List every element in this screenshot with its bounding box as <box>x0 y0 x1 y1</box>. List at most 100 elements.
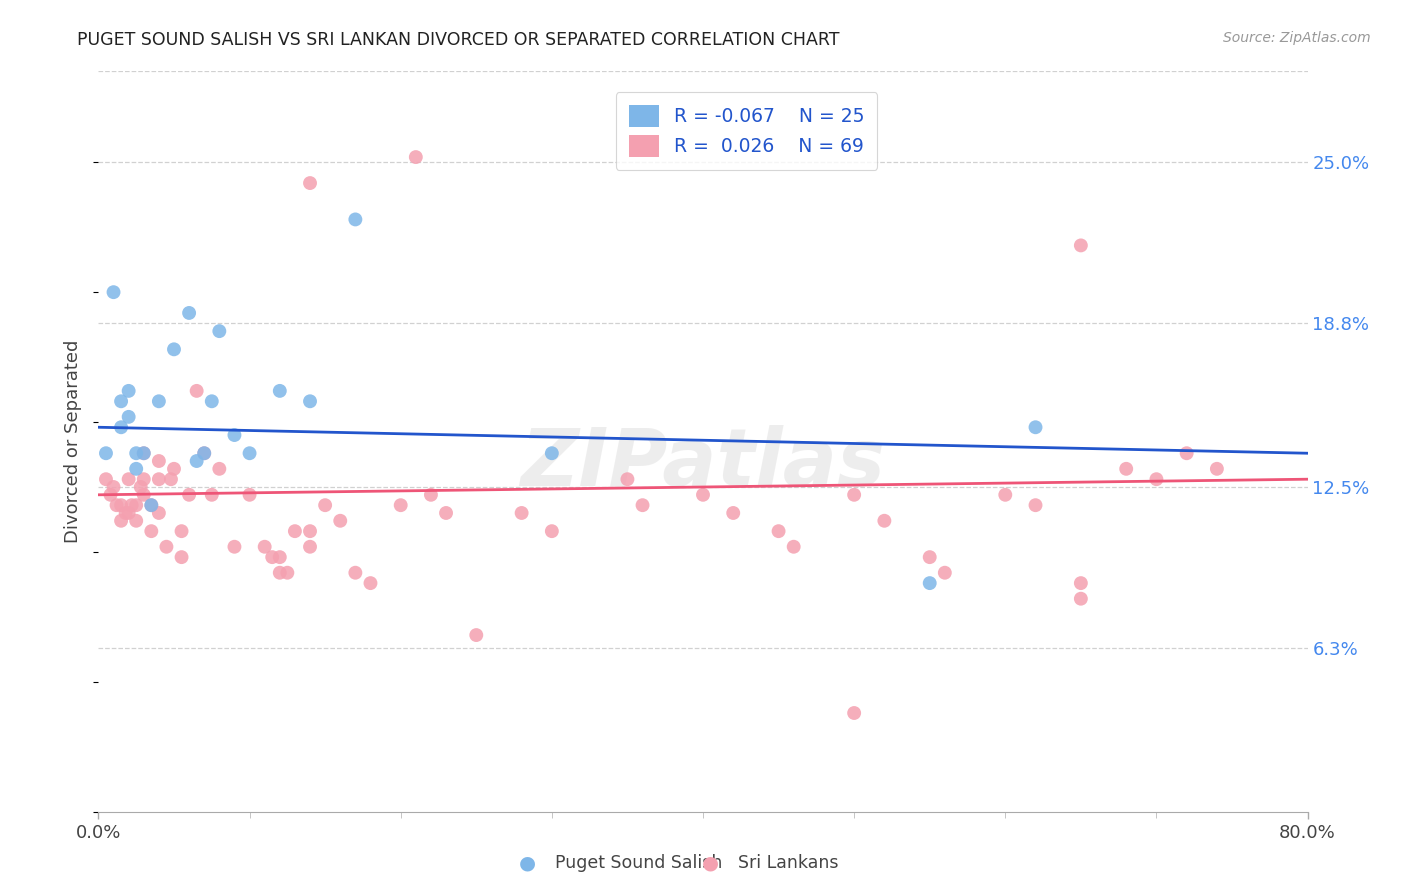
Point <box>170 550 193 565</box>
Point <box>344 566 367 580</box>
Point <box>314 498 336 512</box>
Point <box>269 550 291 565</box>
Point <box>284 524 307 538</box>
Point <box>125 446 148 460</box>
Point <box>155 540 177 554</box>
Point <box>844 488 866 502</box>
Point <box>94 472 117 486</box>
Text: ●: ● <box>702 854 718 873</box>
Point <box>1070 576 1092 591</box>
Point <box>994 488 1017 502</box>
Point <box>94 446 117 460</box>
Point <box>299 524 322 538</box>
Point <box>148 506 170 520</box>
Point <box>100 488 122 502</box>
Point <box>723 506 745 520</box>
Point <box>163 462 186 476</box>
Point <box>510 506 533 520</box>
Point <box>125 514 148 528</box>
Point <box>844 706 866 720</box>
Point <box>269 566 291 580</box>
Point <box>1206 462 1229 476</box>
Point <box>141 498 163 512</box>
Point <box>934 566 956 580</box>
Point <box>1115 462 1137 476</box>
Point <box>141 498 163 512</box>
Text: ●: ● <box>519 854 536 873</box>
Text: Source: ZipAtlas.com: Source: ZipAtlas.com <box>1223 31 1371 45</box>
Point <box>918 550 941 565</box>
Legend: R = -0.067    N = 25, R =  0.026    N = 69: R = -0.067 N = 25, R = 0.026 N = 69 <box>616 92 877 169</box>
Point <box>389 498 412 512</box>
Point <box>160 472 183 486</box>
Point <box>616 472 638 486</box>
Text: PUGET SOUND SALISH VS SRI LANKAN DIVORCED OR SEPARATED CORRELATION CHART: PUGET SOUND SALISH VS SRI LANKAN DIVORCE… <box>77 31 839 49</box>
Point <box>208 462 231 476</box>
Point <box>299 540 322 554</box>
Point <box>434 506 457 520</box>
Point <box>118 506 141 520</box>
Point <box>103 480 125 494</box>
Point <box>114 506 136 520</box>
Point <box>631 498 654 512</box>
Point <box>201 488 224 502</box>
Point <box>129 480 152 494</box>
Point <box>141 524 163 538</box>
Point <box>132 446 155 460</box>
Point <box>125 498 148 512</box>
Point <box>148 454 170 468</box>
Point <box>110 498 132 512</box>
Point <box>1024 498 1046 512</box>
Point <box>1144 472 1167 486</box>
Point <box>170 524 193 538</box>
Point <box>465 628 488 642</box>
Point <box>1070 591 1092 606</box>
Point <box>118 472 141 486</box>
Point <box>344 212 367 227</box>
Y-axis label: Divorced or Separated: Divorced or Separated <box>65 340 83 543</box>
Point <box>299 394 322 409</box>
Point <box>148 394 170 409</box>
Point <box>224 540 246 554</box>
Point <box>276 566 298 580</box>
Text: ZIPatlas: ZIPatlas <box>520 425 886 503</box>
Point <box>768 524 790 538</box>
Point <box>1024 420 1046 434</box>
Point <box>1175 446 1198 460</box>
Point <box>186 454 208 468</box>
Point <box>873 514 896 528</box>
Point <box>262 550 284 565</box>
Point <box>125 462 148 476</box>
Point <box>253 540 276 554</box>
Point <box>193 446 215 460</box>
Point <box>132 446 155 460</box>
Point <box>269 384 291 398</box>
Point <box>121 498 143 512</box>
Point <box>360 576 382 591</box>
Point <box>224 428 246 442</box>
Point <box>179 488 201 502</box>
Point <box>132 472 155 486</box>
Point <box>163 343 186 357</box>
Point <box>110 420 132 434</box>
Point <box>186 384 208 398</box>
Point <box>540 524 562 538</box>
Point <box>118 384 141 398</box>
Text: Puget Sound Salish: Puget Sound Salish <box>555 855 723 872</box>
Text: Sri Lankans: Sri Lankans <box>738 855 838 872</box>
Point <box>208 324 231 338</box>
Point <box>103 285 125 300</box>
Point <box>118 409 141 424</box>
Point <box>299 176 322 190</box>
Point <box>1070 238 1092 252</box>
Point <box>193 446 215 460</box>
Point <box>148 472 170 486</box>
Point <box>239 446 262 460</box>
Point <box>239 488 262 502</box>
Point <box>540 446 562 460</box>
Point <box>918 576 941 591</box>
Point <box>179 306 201 320</box>
Point <box>201 394 224 409</box>
Point <box>110 394 132 409</box>
Point <box>110 514 132 528</box>
